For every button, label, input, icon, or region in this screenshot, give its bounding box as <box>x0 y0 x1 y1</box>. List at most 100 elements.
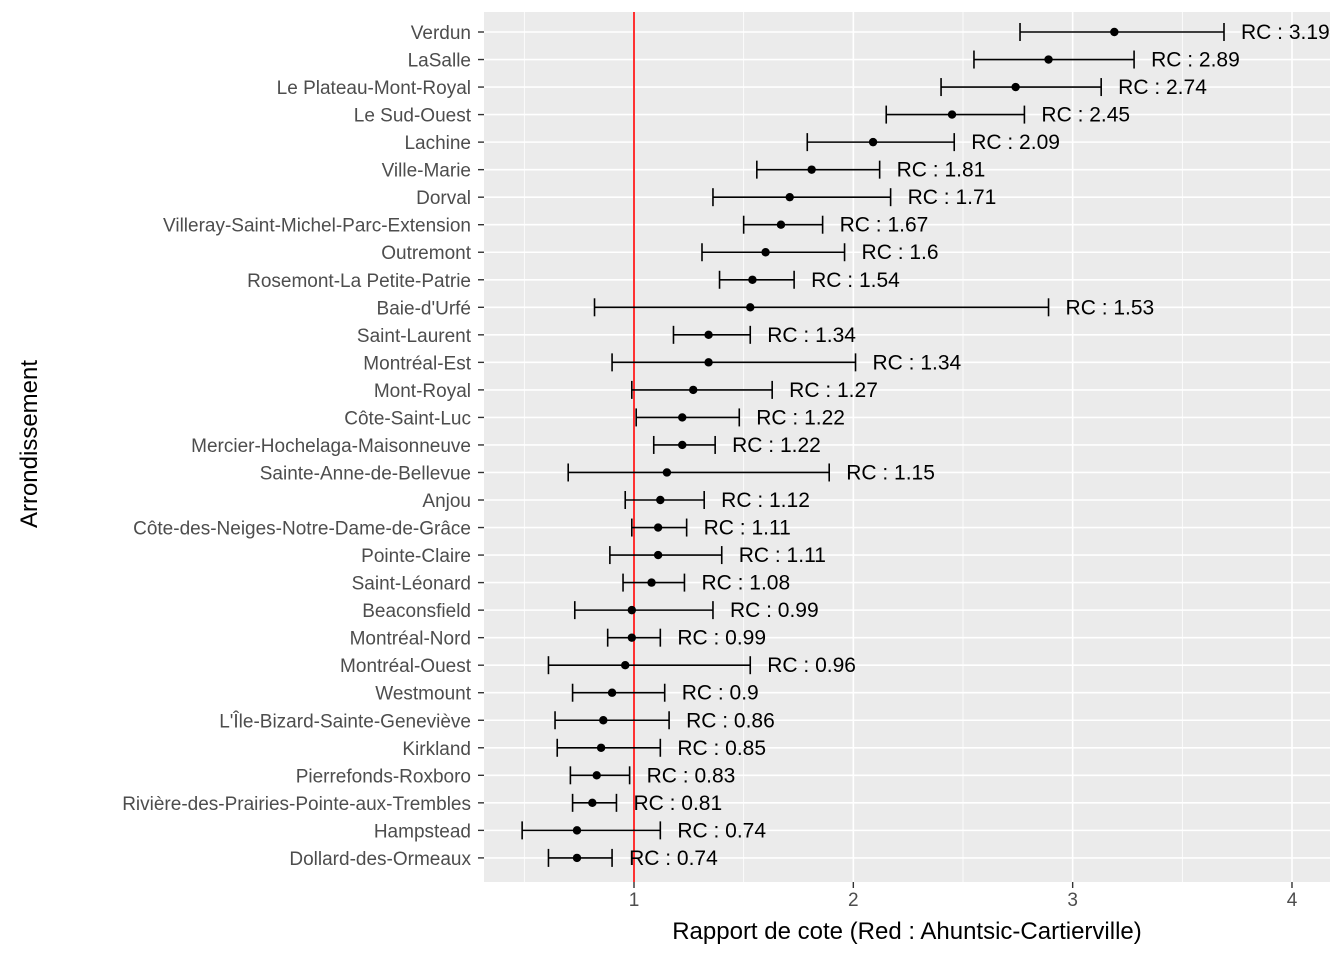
forest-row: RC : 0.85 <box>556 737 766 760</box>
forest-row: RC : 0.74 <box>547 847 718 870</box>
rc-point <box>1011 82 1020 92</box>
y-tick-label: Rivière-des-Prairies-Pointe-aux-Trembles <box>122 794 471 815</box>
rc-data-label: RC : 0.74 <box>629 847 718 870</box>
forest-row: RC : 1.11 <box>609 544 826 567</box>
forest-row: RC : 0.86 <box>554 709 775 732</box>
y-tick-label: Montréal-Ouest <box>340 656 472 677</box>
y-tick-label: Verdun <box>411 23 471 44</box>
y-tick-label: Saint-Laurent <box>357 326 472 347</box>
rc-point <box>807 165 816 174</box>
rc-point <box>689 385 698 395</box>
forest-row: RC : 1.15 <box>567 461 935 484</box>
rc-data-label: RC : 3.19 <box>1241 21 1330 44</box>
forest-row: RC : 1.22 <box>635 406 845 429</box>
rc-data-label: RC : 1.34 <box>767 324 856 347</box>
y-tick-label: Saint-Léonard <box>352 574 471 595</box>
rc-data-label: RC : 2.09 <box>971 131 1060 154</box>
x-tick-label: 4 <box>1287 890 1298 911</box>
forest-row: RC : 1.27 <box>631 379 878 402</box>
rc-point <box>678 413 687 422</box>
y-axis: Verdun LaSalle Le Plateau-Mont-Royal Le Sud… <box>122 23 484 870</box>
y-tick-label: Lachine <box>404 133 471 154</box>
rc-data-label: RC : 2.45 <box>1041 104 1130 127</box>
y-tick-label: LaSalle <box>408 51 471 72</box>
x-axis-title: Rapport de cote (Red : Ahuntsic-Cartierv… <box>672 918 1142 945</box>
rc-data-label: RC : 0.99 <box>677 627 766 650</box>
rc-point <box>627 605 637 615</box>
y-tick-label: Hampstead <box>374 821 471 842</box>
y-tick-label: Ville-Marie <box>382 161 471 182</box>
forest-row: RC : 2.45 <box>885 104 1130 127</box>
rc-point <box>748 275 757 284</box>
rc-point <box>746 303 755 312</box>
rc-point <box>607 688 617 697</box>
plot-panel <box>484 12 1330 882</box>
rc-data-label: RC : 1.6 <box>862 241 939 264</box>
y-tick-label: Montréal-Nord <box>350 629 471 650</box>
forest-row: RC : 0.81 <box>571 792 722 815</box>
y-tick-label: Westmount <box>375 684 471 705</box>
rc-data-label: RC : 0.74 <box>677 819 766 842</box>
rc-data-label: RC : 1.11 <box>739 544 826 567</box>
y-tick-label: Le Sud-Ouest <box>354 106 472 127</box>
y-tick-label: Mont-Royal <box>374 381 471 402</box>
y-tick-label: Rosemont-La Petite-Patrie <box>247 271 471 292</box>
forest-row: RC : 1.71 <box>712 186 997 209</box>
forest-row: RC : 0.99 <box>606 627 766 650</box>
forest-row: RC : 1.67 <box>742 214 928 237</box>
rc-data-label: RC : 1.11 <box>704 517 791 540</box>
rc-point <box>656 495 665 505</box>
rc-point <box>588 798 597 808</box>
rc-point <box>596 743 606 752</box>
rc-data-label: RC : 0.96 <box>767 654 856 677</box>
rc-data-label: RC : 0.9 <box>682 682 759 705</box>
forest-row: RC : 1.11 <box>631 517 791 540</box>
rc-point <box>592 771 601 780</box>
y-tick-label: Sainte-Anne-de-Bellevue <box>260 463 471 484</box>
rc-data-label: RC : 0.86 <box>686 709 775 732</box>
forest-row: RC : 1.54 <box>718 269 900 292</box>
rc-data-label: RC : 0.99 <box>730 599 819 622</box>
forest-row: RC : 0.83 <box>569 764 735 787</box>
forest-row: RC : 1.53 <box>593 296 1154 319</box>
rc-data-label: RC : 1.22 <box>732 434 821 457</box>
rc-point <box>627 633 637 642</box>
y-tick-label: Montréal-Est <box>363 353 471 374</box>
rc-point <box>572 826 582 835</box>
rc-point <box>1044 55 1053 64</box>
forest-row: RC : 2.74 <box>940 76 1207 99</box>
rc-point <box>868 137 878 147</box>
forest-row: RC : 3.19 <box>1019 21 1330 44</box>
rc-data-label: RC : 1.81 <box>897 159 986 182</box>
rc-point <box>662 468 672 477</box>
forest-row: RC : 1.12 <box>624 489 810 512</box>
rc-point <box>653 550 663 560</box>
y-tick-label: Le Plateau-Mont-Royal <box>277 78 471 99</box>
forest-row: RC : 0.74 <box>521 819 766 842</box>
rc-point <box>647 578 656 587</box>
y-tick-label: Pointe-Claire <box>361 546 471 567</box>
y-tick-label: Beaconsfield <box>362 601 471 622</box>
y-tick-label: Côte-Saint-Luc <box>344 408 471 429</box>
x-tick-label: 2 <box>848 890 859 911</box>
rc-point <box>761 248 770 257</box>
y-tick-label: Dorval <box>416 188 471 209</box>
rc-data-label: RC : 1.08 <box>701 572 790 595</box>
y-tick-label: Baie-d'Urfé <box>377 298 471 319</box>
forest-row: RC : 2.89 <box>973 49 1240 72</box>
forest-row: RC : 1.34 <box>611 351 962 374</box>
x-tick-label: 1 <box>629 890 640 911</box>
x-tick-label: 3 <box>1067 890 1078 911</box>
rc-data-label: RC : 1.22 <box>756 406 845 429</box>
rc-data-label: RC : 1.15 <box>846 461 935 484</box>
x-axis: 1 2 3 4 <box>629 882 1298 911</box>
forest-row: RC : 1.34 <box>672 324 856 347</box>
y-tick-label: Dollard-des-Ormeaux <box>289 849 471 870</box>
rc-point <box>572 853 582 863</box>
rc-data-label: RC : 2.74 <box>1118 76 1207 99</box>
rc-data-label: RC : 1.71 <box>908 186 997 209</box>
forest-row: RC : 0.96 <box>547 654 856 677</box>
y-tick-label: Côte-des-Neiges-Notre-Dame-de-Grâce <box>133 519 471 540</box>
rc-data-label: RC : 1.34 <box>873 351 962 374</box>
